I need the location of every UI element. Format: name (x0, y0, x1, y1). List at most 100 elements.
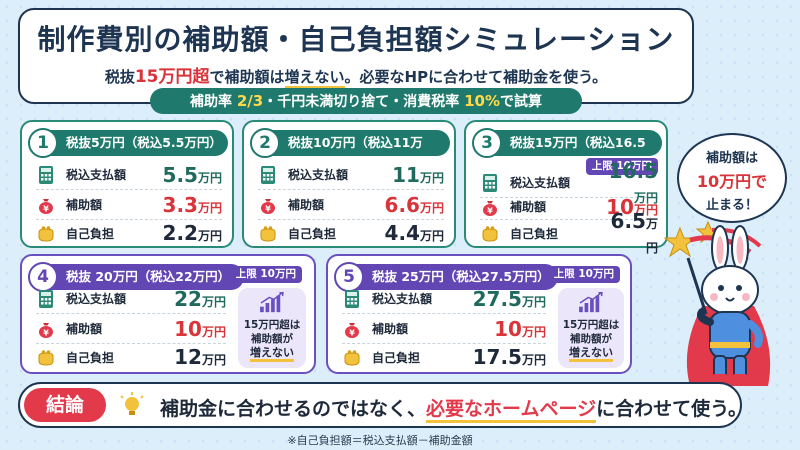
row-value: 6.6万円 (384, 192, 444, 217)
card-number: 4 (28, 262, 58, 292)
row-value: 10万円 (606, 194, 658, 219)
card-2: 2 税抜10万円（税込11万円） 税込支払額 11万円 補助額 6.6万円 自己… (242, 120, 456, 248)
page-subtitle: 税抜15万円超で補助額は増えない。必要なHPに合わせて補助金を使う。 (20, 62, 692, 89)
row-value: 11万円 (392, 162, 444, 187)
bubble-line: 補助額は (705, 151, 758, 166)
calculator-icon (480, 173, 500, 193)
title-box: 制作費別の補助額・自己負担額シミュレーション 税抜15万円超で補助額は増えない。… (18, 8, 694, 104)
row-label: 税込支払額 (66, 292, 127, 306)
row-self: 自己負担 2.2万円 (36, 218, 222, 248)
row-self: 自己負担 12万円 (36, 342, 226, 372)
page-title: 制作費別の補助額・自己負担額シミュレーション (37, 23, 675, 56)
row-label: 補助額 (288, 198, 325, 212)
note-line: 15万円超は (243, 319, 301, 331)
rate-text: 補助率 (189, 94, 237, 110)
card-title: 税抜5万円（税込5.5万円） (66, 135, 222, 150)
lightbulb-icon (120, 392, 144, 415)
money-bag-icon (36, 195, 56, 215)
card-header: 2 税抜10万円（税込11万円） (250, 128, 450, 176)
conclusion-bar: 結論 補助金に合わせるのではなく、必要なホームページに合わせて使う。 (18, 382, 747, 428)
note-highlight: 増えない (569, 346, 613, 362)
calculator-icon (342, 289, 362, 309)
row-label: 自己負担 (288, 226, 337, 241)
row-subsidy: 補助額 10万円 (480, 194, 658, 220)
card-title: 税抜10万円（税込11万円） (288, 135, 423, 176)
row-subsidy: 補助額 3.3万円 (36, 190, 222, 220)
row-label: 税込支払額 (372, 292, 433, 306)
calculator-icon (258, 165, 278, 185)
note-box: 15万円超は 補助額が 増えない (558, 288, 624, 368)
row-label: 自己負担 (66, 226, 115, 241)
row-paid: 税込支払額 5.5万円 (36, 160, 222, 190)
speech-bubble: 補助額は 10万円で 止まる！ (677, 133, 787, 223)
card-header: 3 税抜15万円（税込16.5万円） (472, 128, 662, 176)
row-value: 17.5万円 (472, 345, 546, 369)
cap-badge: 上限 10万円 (547, 266, 620, 283)
card-number: 1 (28, 128, 58, 158)
subtitle-part: 税抜 (104, 68, 135, 86)
bubble-highlight: 10万円で (696, 172, 768, 191)
row-label: 補助額 (510, 200, 547, 214)
row-label: 税込支払額 (288, 168, 349, 182)
card-title: 税抜 25万円（税込27.5万円） (372, 269, 550, 284)
note-highlight: 増えない (250, 346, 294, 362)
money-bag-icon (36, 319, 56, 339)
card-5: 5 税抜 25万円（税込27.5万円） 上限 10万円 税込支払額 27.5万円… (326, 254, 632, 374)
tax-value: 10% (464, 92, 500, 110)
note-box: 15万円超は 補助額が 増えない (238, 288, 306, 368)
row-label: 税込支払額 (510, 176, 571, 190)
row-self: 自己負担 6.5万円 (480, 209, 658, 255)
subtitle-highlight: 15万円超 (134, 67, 210, 87)
note-line: 15万円超は (562, 319, 620, 331)
card-header: 4 税抜 20万円（税込22万円） (28, 262, 244, 292)
coin-purse-icon (36, 347, 56, 367)
card-3: 3 税抜15万円（税込16.5万円） 上限 10万円 税込支払額 16.5万円 … (464, 120, 668, 255)
subtitle-part: で補助額は (209, 68, 285, 86)
conclusion-highlight: 必要なホームページ (426, 398, 597, 423)
conclusion-part: 補助金に合わせるのではなく、 (160, 398, 427, 420)
row-value: 12万円 (174, 345, 226, 369)
row-label: 補助額 (66, 198, 103, 212)
row-paid: 税込支払額 27.5万円 (342, 284, 546, 314)
row-value: 3.3万円 (162, 192, 222, 217)
card-1: 1 税抜5万円（税込5.5万円） 税込支払額 5.5万円 補助額 3.3万円 自… (20, 120, 234, 248)
row-paid: 税込支払額 16.5万円 (480, 159, 658, 205)
rate-value: 2/3 (236, 92, 264, 110)
row-label: 自己負担 (66, 350, 115, 365)
row-subsidy: 補助額 10万円 (342, 314, 546, 344)
bubble-line: 止まる！ (705, 198, 758, 213)
calculator-icon (36, 289, 56, 309)
row-self: 自己負担 4.4万円 (258, 218, 444, 248)
subtitle-part: 。必要なHPに合わせて補助金を使う。 (344, 68, 608, 86)
coin-purse-icon (480, 223, 500, 243)
row-value: 10万円 (174, 316, 226, 341)
coin-purse-icon (258, 223, 278, 243)
row-label: 税込支払額 (66, 168, 127, 182)
row-label: 補助額 (372, 322, 409, 336)
card-4: 4 税抜 20万円（税込22万円） 上限 10万円 税込支払額 22万円 補助額… (20, 254, 316, 374)
coin-purse-icon (36, 223, 56, 243)
card-number: 3 (472, 128, 502, 158)
footnote: ※自己負担額＝税込支払額－補助金額 (287, 434, 473, 447)
rabbit-mascot (663, 220, 771, 386)
rate-text: で試算 (500, 94, 542, 110)
row-label: 自己負担 (510, 226, 559, 241)
money-bag-icon (480, 197, 500, 217)
row-value: 22万円 (174, 286, 226, 311)
row-paid: 税込支払額 22万円 (36, 284, 226, 314)
row-value: 10万円 (494, 316, 546, 341)
row-label: 補助額 (66, 322, 103, 336)
card-header: 5 税抜 25万円（税込27.5万円） (334, 262, 558, 292)
card-number: 2 (250, 128, 280, 158)
conclusion-tag: 結論 (24, 388, 106, 422)
conclusion-text: 補助金に合わせるのではなく、必要なホームページに合わせて使う。 (160, 394, 747, 423)
row-label: 自己負担 (372, 350, 421, 365)
row-value: 27.5万円 (472, 286, 546, 311)
row-subsidy: 補助額 6.6万円 (258, 190, 444, 220)
row-value: 6.5万円 (610, 209, 658, 255)
coin-purse-icon (342, 347, 362, 367)
card-title: 税抜 20万円（税込22万円） (66, 269, 231, 284)
row-value: 4.4万円 (384, 221, 444, 245)
bar-chart-up-icon (577, 292, 605, 314)
rate-ribbon: 補助率 2/3・千円未満切り捨て・消費税率 10%で試算 (150, 88, 582, 114)
